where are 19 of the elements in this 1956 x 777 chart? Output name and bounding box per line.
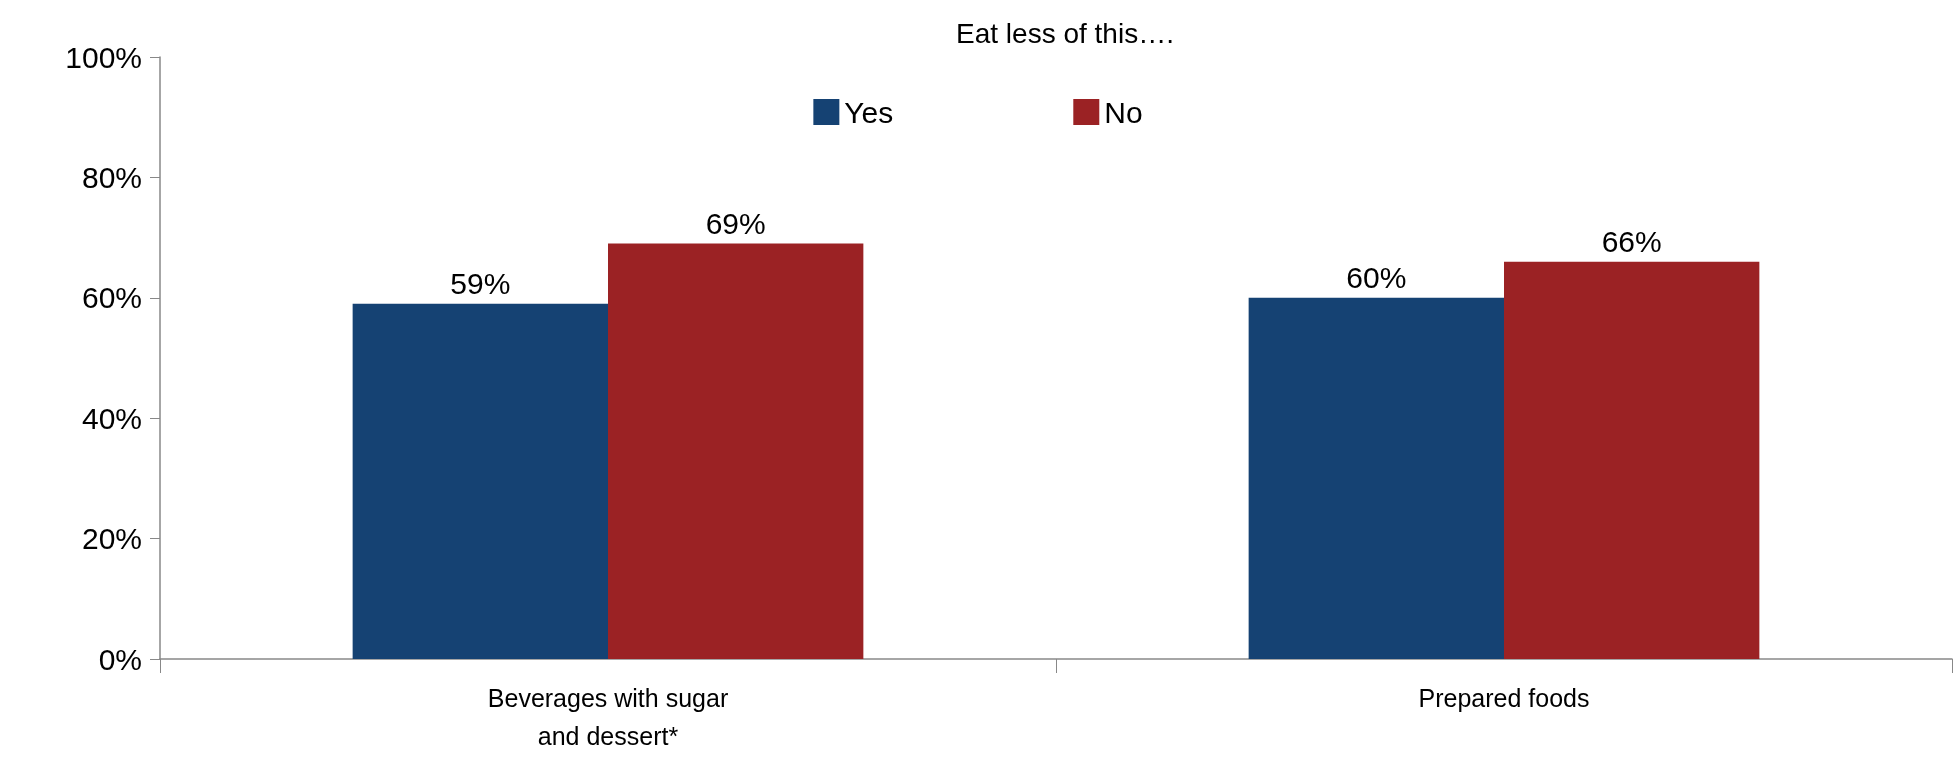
data-label: 59%: [450, 267, 511, 301]
bar: [608, 243, 864, 659]
bar: [1504, 261, 1760, 659]
data-label: 69%: [705, 207, 766, 241]
y-tick-label: 0%: [98, 642, 142, 676]
bar: [1248, 297, 1504, 659]
chart-title: Eat less of this….: [956, 17, 1174, 49]
legend-label: No: [1104, 95, 1143, 129]
y-tick-label: 20%: [81, 522, 142, 556]
bar: [352, 303, 608, 659]
x-tick-label: Prepared foods: [1418, 684, 1590, 712]
legend-label: Yes: [844, 95, 894, 129]
y-tick-label: 80%: [81, 160, 142, 194]
y-tick-label: 60%: [81, 281, 142, 315]
y-tick-label: 100%: [65, 40, 142, 74]
data-label: 60%: [1346, 261, 1407, 295]
x-tick-label: Beverages with sugar and dessert*: [487, 684, 729, 750]
data-label: 66%: [1601, 225, 1662, 259]
y-tick-label: 40%: [81, 401, 142, 435]
